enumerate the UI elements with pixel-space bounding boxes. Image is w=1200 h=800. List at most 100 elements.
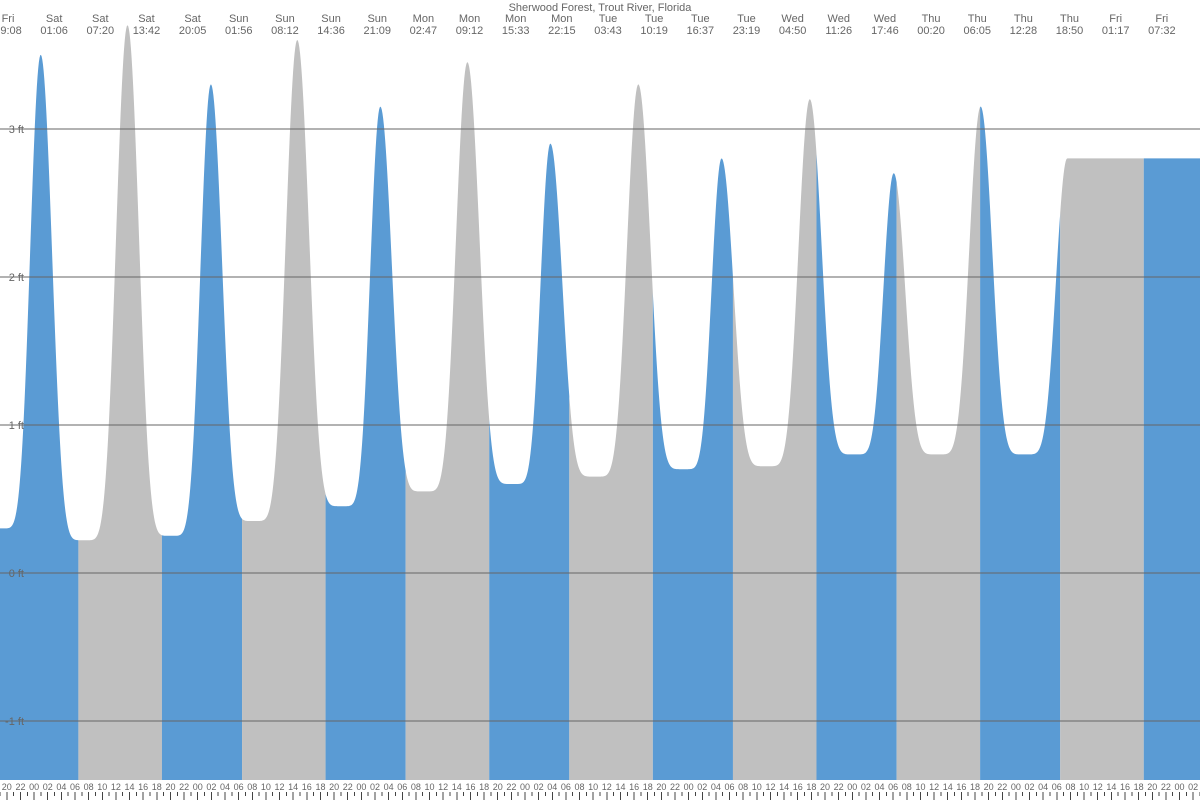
top-label-day: Thu	[1060, 13, 1079, 25]
x-axis-label: 16	[302, 782, 312, 792]
x-axis-label: 14	[288, 782, 298, 792]
x-axis-label: 22	[343, 782, 353, 792]
x-axis-label: 02	[206, 782, 216, 792]
x-axis-label: 12	[602, 782, 612, 792]
x-axis-label: 06	[725, 782, 735, 792]
x-axis-label: 14	[1106, 782, 1116, 792]
tide-area-night	[569, 84, 653, 780]
x-axis-label: 20	[329, 782, 339, 792]
x-axis-label: 06	[561, 782, 571, 792]
x-axis-label: 18	[970, 782, 980, 792]
top-label-time: 07:20	[87, 25, 115, 37]
top-label-day: Mon	[413, 13, 434, 25]
top-label-day: Sun	[321, 13, 341, 25]
x-axis-label: 04	[711, 782, 721, 792]
tide-area-night	[406, 62, 490, 780]
x-axis-label: 14	[615, 782, 625, 792]
x-axis-label: 12	[765, 782, 775, 792]
x-axis-label: 06	[1052, 782, 1062, 792]
x-axis-label: 14	[452, 782, 462, 792]
top-label-day: Tue	[599, 13, 618, 25]
x-axis-label: 10	[752, 782, 762, 792]
top-label-time: 23:19	[733, 25, 761, 37]
x-axis-label: 20	[1147, 782, 1157, 792]
top-label-day: Sun	[275, 13, 295, 25]
x-axis-label: 10	[1079, 782, 1089, 792]
x-axis-label: 12	[275, 782, 285, 792]
top-label-time: 16:37	[687, 25, 715, 37]
top-label-time: 03:43	[594, 25, 622, 37]
top-label-time: 12:28	[1010, 25, 1038, 37]
x-axis-label: 04	[56, 782, 66, 792]
x-axis-label: 16	[1120, 782, 1130, 792]
x-axis-label: 16	[138, 782, 148, 792]
x-axis-label: 16	[629, 782, 639, 792]
top-label-time: 18:50	[1056, 25, 1084, 37]
top-label-day: Fri	[1155, 13, 1168, 25]
x-axis-label: 20	[2, 782, 12, 792]
y-axis-label: 2 ft	[9, 272, 24, 284]
x-axis-label: 20	[984, 782, 994, 792]
top-label-day: Fri	[2, 13, 15, 25]
tide-area-day	[326, 107, 406, 780]
x-axis-label: 08	[738, 782, 748, 792]
x-axis-label: 22	[997, 782, 1007, 792]
x-axis-label: 18	[152, 782, 162, 792]
x-axis-label: 10	[261, 782, 271, 792]
top-label-time: 01:56	[225, 25, 253, 37]
y-axis-label: -1 ft	[5, 716, 24, 728]
x-axis-label: 20	[493, 782, 503, 792]
top-label-time: 06:05	[963, 25, 991, 37]
x-axis-label: 00	[684, 782, 694, 792]
x-axis-label: 12	[438, 782, 448, 792]
top-label-day: Wed	[828, 13, 850, 25]
x-axis-label: 22	[1161, 782, 1171, 792]
x-axis-label: 06	[70, 782, 80, 792]
x-axis-label: 18	[643, 782, 653, 792]
tide-area-day	[162, 84, 242, 780]
top-label-time: 09:12	[456, 25, 484, 37]
x-axis-label: 10	[425, 782, 435, 792]
y-axis-label: 3 ft	[9, 124, 24, 136]
top-label-time: 04:50	[779, 25, 807, 37]
tide-area-day	[653, 158, 733, 780]
x-axis-label: 04	[220, 782, 230, 792]
x-axis-label: 06	[397, 782, 407, 792]
x-axis-label: 18	[315, 782, 325, 792]
x-axis-label: 20	[820, 782, 830, 792]
x-axis-label: 06	[888, 782, 898, 792]
x-axis-label: 20	[165, 782, 175, 792]
x-axis-label: 22	[670, 782, 680, 792]
top-label-day: Sun	[229, 13, 249, 25]
x-axis-label: 16	[956, 782, 966, 792]
x-axis-label: 18	[806, 782, 816, 792]
top-label-day: Wed	[781, 13, 803, 25]
x-axis-label: 10	[97, 782, 107, 792]
x-axis-label: 00	[1011, 782, 1021, 792]
y-axis-label: 0 ft	[9, 568, 24, 580]
top-label-time: 11:26	[825, 25, 852, 37]
x-axis-label: 02	[43, 782, 53, 792]
y-axis-label: 1 ft	[9, 420, 24, 432]
x-axis-label: 08	[84, 782, 94, 792]
top-label-day: Mon	[505, 13, 526, 25]
tide-area-day	[0, 55, 78, 780]
top-label-day: Sat	[138, 13, 155, 25]
x-axis-label: 04	[875, 782, 885, 792]
top-label-time: 07:32	[1148, 25, 1176, 37]
top-label-day: Sat	[46, 13, 63, 25]
tide-area-day	[489, 144, 569, 780]
x-axis-label: 14	[779, 782, 789, 792]
chart-svg: -1 ft0 ft1 ft2 ft3 ftSherwood Forest, Tr…	[0, 0, 1200, 800]
x-axis-label: 00	[847, 782, 857, 792]
x-axis-label: 12	[1093, 782, 1103, 792]
x-axis-label: 20	[656, 782, 666, 792]
tide-area-day	[1144, 158, 1200, 780]
x-axis-label: 10	[915, 782, 925, 792]
tide-area-night	[242, 40, 326, 780]
top-label-day: Sun	[367, 13, 387, 25]
top-label-time: 19:08	[0, 25, 22, 37]
x-axis-label: 04	[547, 782, 557, 792]
tide-chart: -1 ft0 ft1 ft2 ft3 ftSherwood Forest, Tr…	[0, 0, 1200, 800]
top-label-day: Mon	[551, 13, 572, 25]
